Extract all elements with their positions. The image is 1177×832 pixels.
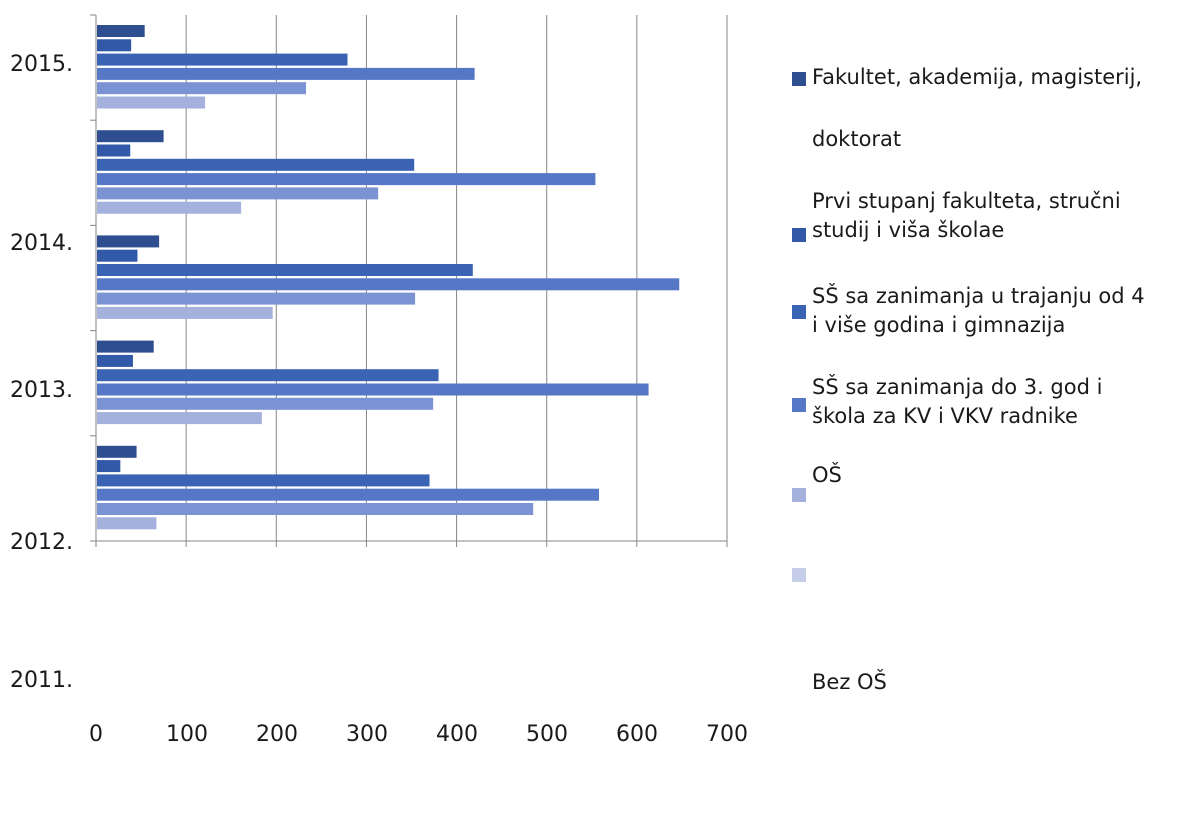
- y-tick-label: 2014.: [10, 231, 73, 256]
- y-tick-label: 2013.: [10, 378, 73, 403]
- legend-entry: OŠ: [812, 463, 842, 487]
- bar: [97, 82, 307, 95]
- legend-entry: Bez OŠ: [812, 670, 887, 694]
- x-tick-label: 600: [616, 722, 658, 747]
- legend-swatch: [792, 72, 806, 86]
- bar: [97, 445, 137, 458]
- legend-entry: Fakultet, akademija, magisterij,: [812, 65, 1143, 89]
- bar: [97, 474, 430, 487]
- legend-swatch: [792, 488, 806, 502]
- legend-swatch: [792, 398, 806, 412]
- bar: [97, 340, 154, 353]
- legend-entry: Prvi stupanj fakulteta, stručni studij i…: [812, 189, 1121, 243]
- legend-entry: SŠ sa zanimanja u trajanju od 4 i više g…: [812, 284, 1145, 338]
- bar: [97, 412, 262, 425]
- legend-swatch: [792, 228, 806, 242]
- x-tick-label: 300: [346, 722, 388, 747]
- axes: [90, 14, 728, 547]
- bar: [97, 53, 348, 66]
- bar: [97, 249, 138, 262]
- bar-group: [97, 25, 680, 530]
- bar: [97, 488, 599, 501]
- y-tick-label: 2015.: [10, 52, 73, 77]
- x-tick-label: 200: [256, 722, 298, 747]
- y-tick-label: 2011.: [10, 668, 73, 693]
- bar: [97, 369, 439, 382]
- grid-lines: [185, 15, 728, 541]
- legend-entry: SŠ sa zanimanja do 3. god i škola za KV …: [812, 375, 1103, 429]
- bar: [97, 517, 157, 530]
- y-tick-label: 2012.: [10, 530, 73, 555]
- bar: [97, 264, 473, 276]
- bar: [97, 292, 416, 305]
- bar: [97, 144, 131, 157]
- bar: [97, 503, 534, 515]
- bar: [97, 96, 206, 109]
- bar: [97, 39, 132, 52]
- x-tick-label: 0: [89, 722, 103, 747]
- x-tick-label: 700: [706, 722, 748, 747]
- bar: [97, 187, 379, 200]
- bar: [97, 25, 145, 37]
- bar: [97, 278, 680, 291]
- bar: [97, 130, 164, 143]
- bar: [97, 158, 415, 171]
- x-tick-label: 100: [166, 722, 208, 747]
- bar: [97, 173, 596, 186]
- bar: [97, 354, 133, 367]
- bar: [97, 201, 242, 214]
- bar: [97, 383, 649, 396]
- bar: [97, 67, 475, 80]
- x-tick-label: 400: [436, 722, 478, 747]
- legend-entry: doktorat: [812, 127, 902, 151]
- bar: [97, 235, 160, 248]
- bar: [97, 397, 434, 410]
- legend-swatch: [792, 568, 806, 582]
- legend-swatch: [792, 305, 806, 319]
- bar: [97, 460, 121, 473]
- x-tick-label: 500: [526, 722, 568, 747]
- bar: [97, 306, 273, 319]
